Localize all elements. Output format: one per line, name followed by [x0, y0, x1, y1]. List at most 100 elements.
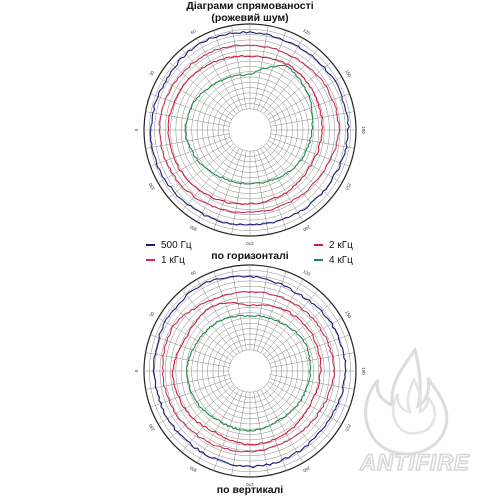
polar-grid-spoke [158, 140, 232, 184]
polar-grid-spoke [268, 317, 342, 361]
polar-grid-spoke [181, 387, 237, 453]
polar-angle-label: 150 [344, 310, 352, 319]
polar-angle-label: 240 [302, 465, 311, 473]
polar-grid-spoke [270, 133, 355, 149]
polar-angle-label: 270 [246, 241, 254, 245]
series-line-4-кГц [184, 64, 314, 185]
polar-grid-spoke [181, 146, 237, 212]
polar-grid-spoke [196, 279, 240, 353]
series-line-2-кГц [171, 301, 322, 446]
polar-grid-spoke [260, 148, 304, 222]
polar-angle-label: 210 [344, 423, 352, 432]
polar-grid-spoke [266, 384, 332, 440]
polar-grid-spoke [257, 271, 287, 352]
polar-grid-spoke [269, 334, 350, 364]
polar-grid-ring [228, 349, 272, 393]
polar-angle-label: 300 [188, 465, 197, 473]
caption-horizontal: по горизонталі [211, 250, 289, 262]
polar-grid-spoke [266, 302, 332, 358]
polar-grid-spoke [158, 317, 232, 361]
polar-angle-label: 90 [247, 255, 253, 260]
polar-grid-spoke [260, 38, 304, 112]
polar-angle-label: 240 [302, 224, 311, 232]
polar-grid-spoke [231, 25, 247, 110]
chart-title: Діаграми спрямованості [186, 0, 314, 12]
caption-vertical: по вертикалі [216, 484, 284, 496]
polar-angle-label: 0 [134, 128, 139, 131]
polar-grid-spoke [270, 374, 355, 390]
polar-grid-spoke [269, 93, 350, 123]
polar-grid-spoke [253, 25, 269, 110]
polar-grid-spoke [196, 389, 240, 463]
legend-item-2khz: 2 кГц [314, 240, 353, 252]
series-line-1-кГц [161, 290, 335, 453]
polar-grid-spoke [263, 146, 319, 212]
polar-grid-spoke [181, 289, 237, 355]
polar-grid-ring [223, 344, 277, 398]
legend-swatch-4khz [314, 259, 323, 262]
polar-grid-spoke [269, 137, 350, 167]
polar-angle-label: 120 [302, 28, 311, 36]
polar-angle-label: 270 [246, 482, 254, 487]
polar-grid-spoke [253, 150, 269, 235]
polar-grid-spoke [268, 381, 342, 425]
polar-grid-spoke [213, 271, 243, 352]
polar-grid-spoke [168, 384, 234, 440]
chart-subtitle: (рожевий шум) [211, 12, 289, 24]
polar-grid-spoke [263, 289, 319, 355]
legend-item-4khz: 4 кГц [314, 255, 353, 267]
legend-swatch-2khz [314, 244, 323, 247]
polar-grid-spoke [158, 76, 232, 120]
legend-label-1khz: 1 кГц [161, 255, 185, 266]
polar-grid-spoke [150, 334, 231, 364]
polar-grid-spoke [253, 266, 269, 351]
legend-swatch-1khz [146, 259, 155, 262]
polar-grid-spoke [257, 149, 287, 230]
polar-grid-spoke [150, 93, 231, 123]
series-line-500-Гц [152, 275, 347, 469]
polar-grid-spoke [158, 381, 232, 425]
polar-grid-spoke [168, 143, 234, 199]
polar-grid-spoke [181, 48, 237, 114]
polar-grid-spoke [231, 391, 247, 476]
polar-grid-ring [223, 103, 277, 157]
polar-grid-spoke [145, 374, 230, 390]
polar-grid-spoke [168, 61, 234, 117]
polar-grid-spoke [257, 390, 287, 471]
polar-angle-label: 150 [344, 69, 352, 78]
legend-label-500hz: 500 Гц [161, 240, 192, 251]
polar-grid-spoke [268, 140, 342, 184]
legend-label-2khz: 2 кГц [329, 240, 353, 251]
legend-item-1khz: 1 кГц [146, 255, 185, 267]
polar-chart-vertical: 0 30 60 90 120 150 180 210 240 270 300 330 [134, 255, 366, 487]
polar-grid-spoke [145, 352, 230, 368]
series-line-4-кГц [186, 314, 312, 433]
polar-grid-spoke [253, 391, 269, 476]
antifire-wordmark: ANTIFIRE [359, 450, 470, 475]
polar-angle-label: 300 [188, 224, 197, 232]
polar-grid-spoke [231, 150, 247, 235]
polar-grid-spoke [257, 30, 287, 111]
polar-grid-spoke [268, 76, 342, 120]
polar-grid-spoke [150, 378, 231, 408]
legend-label-4khz: 4 кГц [329, 255, 353, 266]
series-line-2-кГц [167, 54, 324, 206]
polar-grid-spoke [213, 30, 243, 111]
polar-grid-spoke [213, 149, 243, 230]
polar-grid-ring [228, 108, 272, 152]
polar-grid-spoke [266, 61, 332, 117]
polar-angle-label: 60 [190, 28, 197, 35]
polar-angle-label: 90 [247, 14, 253, 19]
flame-icon [364, 346, 449, 456]
polar-angle-label: 60 [190, 269, 197, 276]
polar-grid-spoke [150, 137, 231, 167]
polar-angle-label: 0 [134, 369, 139, 372]
polar-angle-label: 180 [361, 126, 366, 134]
polar-grid-spoke [196, 38, 240, 112]
antifire-logo: ANTIFIRE [359, 346, 470, 476]
polar-grid-spoke [270, 352, 355, 368]
polar-grid-spoke [260, 279, 304, 353]
polar-angle-label: 30 [148, 311, 155, 318]
series-line-500-Гц [149, 30, 350, 226]
series-line-1-кГц [158, 44, 341, 214]
